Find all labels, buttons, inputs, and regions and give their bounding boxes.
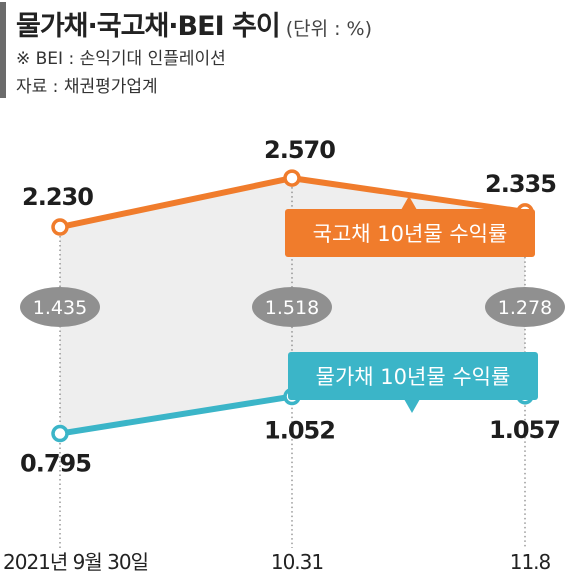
treasury-legend-label: 국고채 10년물 수익률: [313, 222, 508, 246]
inflation-linked-data-label: 1.052: [264, 417, 335, 445]
bei-badge: [485, 287, 565, 327]
inflation-linked-legend-box: [288, 352, 538, 400]
treasury-data-label: 2.230: [22, 183, 93, 211]
source-note: 자료 : 채권평가업계: [16, 77, 158, 97]
bei-badge: [252, 287, 332, 327]
inflation-linked-legend-pointer: [404, 399, 420, 413]
chart-title-text: 물가채·국고채·BEI 추이: [16, 11, 281, 42]
treasury-point: [51, 218, 69, 236]
header: 물가채·국고채·BEI 추이 (단위 : %) ※ BEI : 손익기대 인플레이…: [0, 0, 570, 100]
title-accent-bar: [0, 2, 6, 98]
x-tick-label: 11.8: [510, 550, 551, 574]
x-tick-label: 2021년 9월 30일: [3, 550, 148, 574]
bei-note: ※ BEI : 손익기대 인플레이션: [16, 49, 226, 69]
inflation-linked-point: [51, 424, 69, 443]
bei-value: 1.518: [265, 297, 319, 319]
chart-title: 물가채·국고채·BEI 추이 (단위 : %): [16, 4, 372, 43]
treasury-point: [283, 169, 301, 187]
bei-value: 1.278: [498, 297, 552, 319]
bei-badge: [20, 287, 100, 327]
bei-value: 1.435: [33, 297, 87, 319]
x-tick-label: 10.31: [271, 550, 323, 574]
inflation-linked-legend-label: 물가채 10년물 수익률: [316, 365, 511, 389]
treasury-legend-box: [285, 209, 535, 257]
treasury-data-label: 2.335: [485, 170, 556, 198]
unit-label: (단위 : %): [285, 18, 373, 40]
treasury-data-label: 2.570: [264, 136, 335, 164]
inflation-linked-data-label: 1.057: [489, 416, 560, 444]
treasury-legend-pointer: [401, 196, 417, 210]
inflation-linked-data-label: 0.795: [20, 450, 91, 478]
